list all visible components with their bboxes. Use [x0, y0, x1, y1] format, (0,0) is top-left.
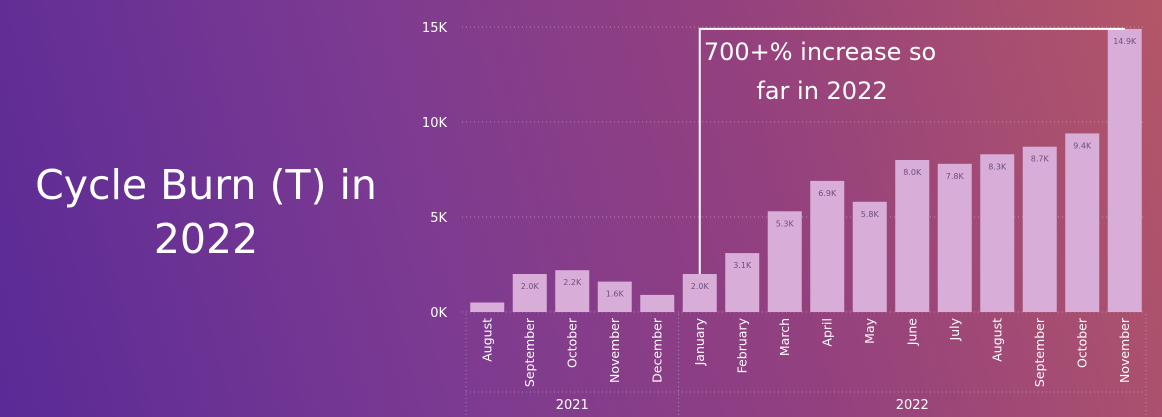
- data-label: 6.9K: [818, 189, 837, 198]
- bar: [1022, 146, 1057, 312]
- data-label: 7.8K: [946, 172, 965, 181]
- data-label: 5.8K: [861, 210, 880, 219]
- bar: [640, 294, 675, 312]
- data-label: 1.6K: [606, 290, 625, 299]
- year-group-label: 2022: [896, 398, 929, 413]
- data-label: 9.4K: [1073, 141, 1092, 150]
- x-tick-label: December: [649, 317, 664, 383]
- x-tick-label: June: [904, 318, 919, 347]
- bar: [810, 180, 845, 312]
- data-label: 8.3K: [988, 162, 1007, 171]
- y-tick-label: 0K: [430, 306, 447, 321]
- x-tick-label: August: [479, 318, 494, 362]
- x-tick-label: November: [607, 317, 622, 383]
- bar: [682, 274, 717, 312]
- bar: [1107, 28, 1142, 313]
- x-tick-label: October: [564, 317, 579, 368]
- data-labels: 2.0K 2.2K 1.6K 2.0K 3.1K 5.3K 6.9K 5.8K 8.0K 7.8K…: [521, 37, 1137, 299]
- data-label: 2.0K: [521, 282, 540, 291]
- bars: [470, 28, 1142, 313]
- annotation-line-2: far in 2022: [756, 77, 887, 105]
- annotation-line-1: 700+% increase so: [704, 38, 936, 66]
- y-axis: 0K 5K 10K 15K: [422, 21, 448, 321]
- x-tick-label: September: [522, 317, 537, 387]
- x-tick-label: October: [1074, 317, 1089, 368]
- bar: [895, 160, 930, 312]
- data-label: 8.7K: [1031, 155, 1050, 164]
- bar: [937, 163, 972, 312]
- bar: [555, 270, 590, 312]
- x-tick-label: March: [777, 318, 792, 356]
- y-tick-label: 5K: [430, 211, 447, 226]
- x-tick-label: April: [819, 318, 834, 347]
- chart-title: Cycle Burn (T) in 2022: [35, 161, 377, 263]
- bar: [597, 281, 632, 312]
- x-tick-label: February: [734, 317, 749, 373]
- year-group-label: 2021: [556, 398, 589, 413]
- data-label: 5.3K: [776, 219, 795, 228]
- annotation: 700+% increase so far in 2022: [698, 27, 1125, 274]
- bar: [852, 201, 887, 312]
- bar: [512, 274, 547, 312]
- x-axis: August September October November December Ja…: [465, 314, 1147, 417]
- data-label: 3.1K: [733, 261, 752, 270]
- x-tick-label: July: [947, 317, 962, 341]
- y-tick-label: 10K: [422, 116, 448, 131]
- bar: [725, 253, 760, 312]
- bar: [767, 211, 802, 312]
- data-label: 2.0K: [691, 282, 710, 291]
- x-tick-label: September: [1032, 317, 1047, 387]
- x-tick-label: November: [1117, 317, 1132, 383]
- y-tick-label: 15K: [422, 21, 448, 36]
- data-label: 14.9K: [1113, 37, 1137, 46]
- data-label: 2.2K: [563, 278, 582, 287]
- data-label: 8.0K: [903, 168, 922, 177]
- increase-bracket: [698, 27, 1125, 274]
- x-tick-label: May: [862, 317, 877, 343]
- bar: [1065, 133, 1100, 312]
- x-tick-label: January: [692, 317, 707, 366]
- bar: [980, 154, 1015, 312]
- bar: [470, 302, 505, 312]
- x-tick-label: August: [989, 318, 1004, 362]
